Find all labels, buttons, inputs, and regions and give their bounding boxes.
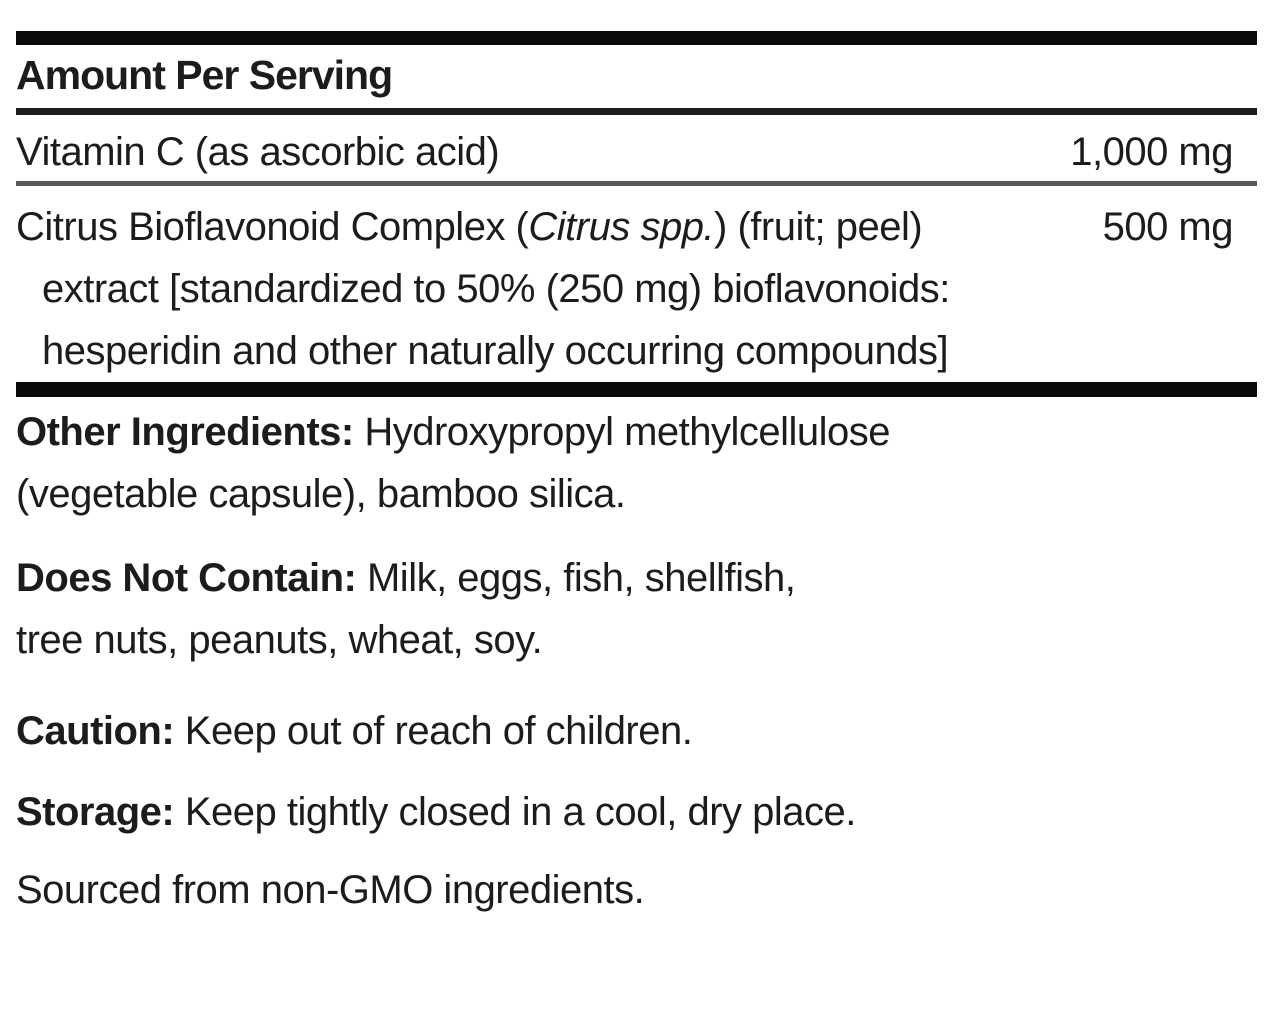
other-ingredients-line-2: (vegetable capsule), bamboo silica. (16, 472, 626, 516)
citrus-name-pre: Citrus Bioflavonoid Complex ( (16, 205, 529, 249)
amount-per-serving-heading: Amount Per Serving (16, 52, 393, 98)
non-gmo-paragraph: Sourced from non-GMO ingredients. (16, 859, 1257, 921)
does-not-contain-line-2: tree nuts, peanuts, wheat, soy. (16, 618, 543, 662)
does-not-contain-line-1: Does Not Contain: Milk, eggs, fish, shel… (16, 547, 1257, 609)
ingredient-row-vitamin-c: Vitamin C (as ascorbic acid) 1,000 mg (16, 129, 1257, 175)
citrus-continuation-line-1: extract [standardized to 50% (250 mg) bi… (42, 267, 950, 311)
ingredient-amount-citrus-bioflavonoid: 500 mg (1102, 205, 1234, 249)
ingredient-name-vitamin-c: Vitamin C (as ascorbic acid) (16, 130, 500, 174)
citrus-latin-name: Citrus spp. (528, 205, 715, 249)
storage-line: Storage: Keep tightly closed in a cool, … (16, 781, 1257, 843)
divider-thick-top (16, 31, 1257, 45)
caution-text: Keep out of reach of children. (174, 709, 693, 753)
storage-text: Keep tightly closed in a cool, dry place… (174, 790, 857, 834)
caution-label: Caution: (16, 709, 175, 753)
other-ingredients-line-1: Other Ingredients: Hydroxypropyl methylc… (16, 401, 1257, 463)
citrus-continuation-line-2: hesperidin and other naturally occurring… (42, 329, 949, 373)
ingredient-name-citrus-bioflavonoid: Citrus Bioflavonoid Complex (Citrus spp.… (16, 196, 923, 258)
storage-label: Storage: (16, 790, 175, 834)
storage-paragraph: Storage: Keep tightly closed in a cool, … (16, 781, 1257, 843)
ingredient-row-citrus-bioflavonoid: Citrus Bioflavonoid Complex (Citrus spp.… (16, 196, 1257, 258)
other-ingredients-text: Hydroxypropyl methylcellulose (353, 410, 891, 454)
other-ingredients-label: Other Ingredients: (16, 410, 354, 454)
does-not-contain-text: Milk, eggs, fish, shellfish, (356, 556, 796, 600)
supplement-facts-label: Amount Per Serving Vitamin C (as ascorbi… (0, 31, 1280, 1011)
caution-line: Caution: Keep out of reach of children. (16, 700, 1257, 762)
non-gmo-text: Sourced from non-GMO ingredients. (16, 868, 645, 912)
divider-thick-middle (16, 382, 1257, 397)
caution-paragraph: Caution: Keep out of reach of children. (16, 700, 1257, 762)
non-gmo-line: Sourced from non-GMO ingredients. (16, 859, 1257, 921)
divider-under-vitamin-c (16, 181, 1257, 186)
citrus-name-post: ) (fruit; peel) (714, 205, 923, 249)
ingredient-amount-vitamin-c: 1,000 mg (1070, 130, 1233, 174)
divider-under-heading (16, 108, 1257, 115)
other-ingredients-paragraph: Other Ingredients: Hydroxypropyl methylc… (16, 401, 1257, 525)
does-not-contain-paragraph: Does Not Contain: Milk, eggs, fish, shel… (16, 547, 1257, 671)
does-not-contain-label: Does Not Contain: (16, 556, 357, 600)
